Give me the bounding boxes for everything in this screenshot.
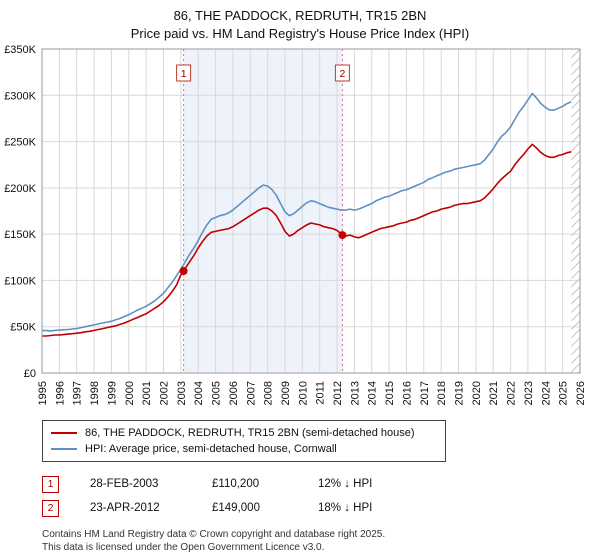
- svg-text:£50K: £50K: [10, 322, 36, 334]
- property-line-swatch: [51, 432, 77, 434]
- svg-text:£250K: £250K: [4, 137, 36, 149]
- svg-text:£150K: £150K: [4, 229, 36, 241]
- legend-entry-hpi: HPI: Average price, semi-detached house,…: [51, 441, 437, 457]
- svg-text:2008: 2008: [263, 381, 275, 405]
- svg-text:2022: 2022: [506, 381, 518, 405]
- svg-text:2014: 2014: [367, 381, 379, 405]
- sale-2-date: 23-APR-2012: [90, 502, 160, 514]
- svg-text:2004: 2004: [193, 381, 205, 405]
- legend-label-property: 86, THE PADDOCK, REDRUTH, TR15 2BN (semi…: [85, 427, 415, 439]
- sale-row-2: 2 23-APR-2012 £149,000 18% ↓ HPI: [42, 496, 600, 520]
- svg-text:2026: 2026: [575, 381, 587, 405]
- svg-text:2003: 2003: [176, 381, 188, 405]
- svg-text:2015: 2015: [384, 381, 396, 405]
- sale-1-price: £110,200: [212, 478, 260, 490]
- svg-text:1996: 1996: [54, 381, 66, 405]
- svg-text:1998: 1998: [89, 381, 101, 405]
- price-chart: £0 £50K £100K £150K £200K £250K £300K £350K 1 2 19…: [0, 43, 600, 420]
- sale-2-hpi-delta: 18% ↓ HPI: [318, 502, 373, 514]
- legend: 86, THE PADDOCK, REDRUTH, TR15 2BN (semi…: [42, 420, 446, 462]
- svg-text:2019: 2019: [454, 381, 466, 405]
- svg-text:2021: 2021: [488, 381, 500, 405]
- sale-row-1: 1 28-FEB-2003 £110,200 12% ↓ HPI: [42, 472, 600, 496]
- svg-text:£200K: £200K: [4, 183, 36, 195]
- footer-line-2: This data is licensed under the Open Gov…: [42, 542, 325, 553]
- footer-line-1: Contains HM Land Registry data © Crown c…: [42, 529, 386, 540]
- license-footer: Contains HM Land Registry data © Crown c…: [42, 528, 600, 554]
- page-title: 86, THE PADDOCK, REDRUTH, TR15 2BN: [173, 8, 427, 23]
- hpi-line-swatch: [51, 448, 77, 450]
- svg-text:£0: £0: [24, 368, 36, 380]
- svg-text:2001: 2001: [141, 381, 153, 405]
- legend-entry-property: 86, THE PADDOCK, REDRUTH, TR15 2BN (semi…: [51, 425, 437, 441]
- svg-text:2010: 2010: [297, 381, 309, 405]
- svg-text:2024: 2024: [540, 381, 552, 405]
- svg-text:2: 2: [339, 68, 345, 80]
- svg-text:£300K: £300K: [4, 90, 36, 102]
- svg-text:1999: 1999: [106, 381, 118, 405]
- svg-text:2007: 2007: [245, 381, 257, 405]
- legend-label-hpi: HPI: Average price, semi-detached house,…: [85, 443, 337, 455]
- svg-text:1997: 1997: [72, 381, 84, 405]
- sale-1-marker: 1: [42, 475, 59, 493]
- sales-list: 1 28-FEB-2003 £110,200 12% ↓ HPI 2 23-AP…: [42, 472, 600, 520]
- svg-text:2023: 2023: [523, 381, 535, 405]
- svg-text:2012: 2012: [332, 381, 344, 405]
- svg-text:2016: 2016: [401, 381, 413, 405]
- svg-text:2017: 2017: [419, 381, 431, 405]
- svg-text:2006: 2006: [228, 381, 240, 405]
- page-subtitle: Price paid vs. HM Land Registry's House …: [130, 26, 470, 41]
- svg-text:2005: 2005: [211, 381, 223, 405]
- svg-text:2018: 2018: [436, 381, 448, 405]
- svg-text:£100K: £100K: [4, 275, 36, 287]
- svg-text:2011: 2011: [315, 381, 327, 405]
- svg-text:1995: 1995: [37, 381, 49, 405]
- svg-text:2002: 2002: [158, 381, 170, 405]
- sale-1-hpi-delta: 12% ↓ HPI: [318, 478, 373, 490]
- svg-text:2000: 2000: [124, 381, 136, 405]
- svg-text:2013: 2013: [349, 381, 361, 405]
- sale-2-price: £149,000: [212, 502, 260, 514]
- sale-1-date: 28-FEB-2003: [90, 478, 159, 490]
- svg-text:2025: 2025: [558, 381, 570, 405]
- svg-text:2009: 2009: [280, 381, 292, 405]
- sale-2-marker: 2: [42, 499, 59, 517]
- svg-text:1: 1: [181, 68, 187, 80]
- svg-text:2020: 2020: [471, 381, 483, 405]
- svg-text:£350K: £350K: [4, 44, 36, 56]
